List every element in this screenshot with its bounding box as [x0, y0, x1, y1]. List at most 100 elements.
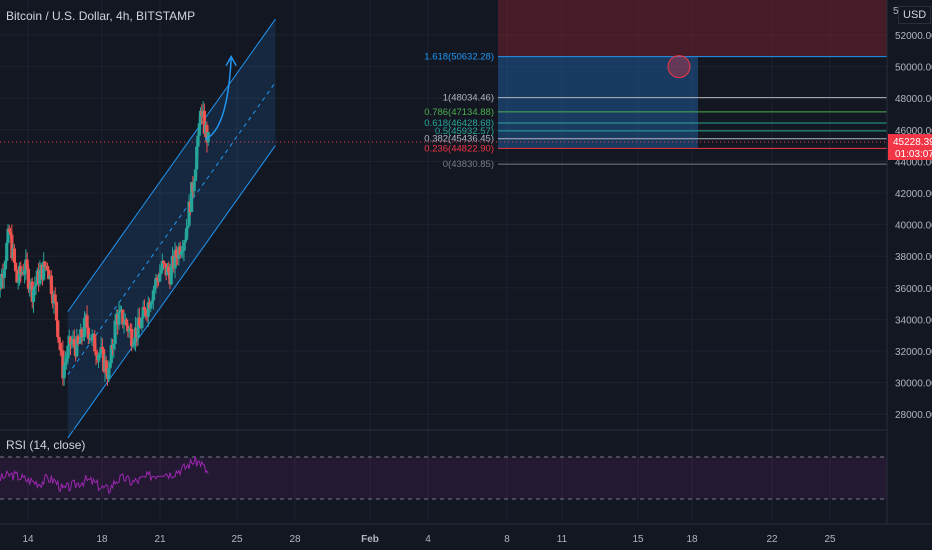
candle-body — [6, 228, 10, 243]
candle-body — [77, 343, 82, 345]
candle-body — [107, 368, 111, 380]
candle-body — [3, 260, 8, 270]
candle-body — [14, 262, 18, 270]
regression-channel — [67, 18, 276, 439]
candle-body — [140, 317, 144, 329]
candle — [31, 288, 36, 313]
candle-body — [42, 261, 46, 280]
target-circle — [667, 55, 691, 79]
candle — [192, 178, 196, 197]
annotations — [204, 55, 691, 140]
candle-body — [8, 231, 13, 235]
candle — [90, 329, 94, 347]
candle — [151, 286, 155, 310]
candle-body — [75, 336, 79, 357]
candle-body — [80, 329, 84, 338]
candle-body — [70, 342, 74, 345]
candle-body — [130, 329, 134, 347]
candle-body — [149, 303, 153, 309]
countdown-value: 01:03:07 — [895, 149, 932, 160]
candle-body — [31, 289, 36, 302]
candle-body — [38, 270, 42, 285]
time-tick: 4 — [425, 534, 431, 545]
candle-body — [94, 351, 98, 356]
candle-body — [98, 353, 102, 355]
candle-body — [66, 345, 70, 359]
candle-body — [62, 365, 66, 379]
rsi-line — [0, 456, 209, 495]
candle-body — [146, 302, 150, 317]
fib-level-label: 1.618(50632.28) — [424, 52, 494, 63]
candle-body — [154, 277, 158, 286]
candle-body — [117, 311, 121, 325]
projection-arrow — [204, 58, 232, 140]
channel-upper — [67, 18, 276, 312]
fib-level-label: 0.618(46428.68) — [424, 118, 494, 129]
candle-body — [54, 301, 59, 321]
candle-body — [109, 345, 113, 364]
candle-body — [15, 269, 19, 283]
candle — [96, 352, 101, 368]
candle-body — [26, 268, 31, 289]
time-tick: 25 — [231, 534, 243, 545]
candle-body — [128, 328, 133, 330]
candle-body — [12, 248, 16, 263]
candle-body — [81, 336, 85, 338]
candle — [93, 329, 97, 352]
time-tick: 25 — [824, 534, 836, 545]
candle-body — [86, 327, 90, 339]
candle-body — [0, 273, 4, 288]
candle-body — [104, 360, 108, 374]
price-axis: 28000.00 30000.00 32000.00 34000.00 36000.00… — [886, 0, 932, 550]
candle — [142, 299, 147, 310]
candle-body — [56, 320, 60, 338]
candle — [5, 239, 9, 263]
candle-body — [131, 344, 135, 347]
candle-body — [90, 334, 94, 341]
candle-body — [179, 251, 184, 255]
candle-body — [23, 270, 27, 275]
currency-button[interactable]: USD — [898, 6, 932, 24]
candle-body — [167, 266, 171, 273]
candle — [178, 241, 182, 259]
candle-body — [28, 288, 32, 290]
candle-body — [190, 182, 194, 213]
candle-body — [85, 315, 89, 328]
symbol-title: Bitcoin / U.S. Dollar, 4h, BITSTAMP — [6, 9, 196, 23]
fib-level-label: 0.382(45436.45) — [424, 134, 494, 145]
candle-body — [33, 286, 37, 290]
candlestick-series — [0, 100, 210, 386]
candle — [117, 301, 121, 330]
time-tick: 21 — [154, 534, 166, 545]
candle-body — [151, 290, 155, 301]
candle — [6, 223, 10, 246]
candle-body — [25, 259, 29, 269]
candle — [68, 335, 73, 356]
price-tick-partial: 5 — [893, 6, 899, 17]
candle-body — [153, 285, 157, 291]
price-tick: 30000.00 — [895, 379, 932, 390]
candle — [182, 239, 186, 262]
candle-body — [16, 280, 20, 283]
candle-body — [181, 250, 185, 252]
candle-body — [68, 336, 73, 345]
candle-body — [47, 270, 51, 280]
candle — [141, 300, 145, 320]
candle-body — [196, 135, 200, 147]
candle-body — [132, 341, 136, 345]
candle-body — [7, 228, 11, 232]
candle — [130, 323, 134, 352]
candle-body — [184, 228, 189, 240]
candle-body — [144, 309, 148, 316]
candle-body — [34, 282, 38, 287]
rsi-band — [0, 457, 887, 499]
price-tick: 28000.00 — [895, 410, 932, 421]
candle — [155, 275, 159, 289]
candle-body — [159, 270, 163, 274]
fibonacci-retracement: 1.618(50632.28) 1(48034.46) 0.786(47134.88… — [0, 52, 887, 170]
candle-body — [99, 347, 103, 354]
time-tick: Feb — [361, 534, 379, 545]
candle-body — [155, 277, 159, 280]
price-axis-bg — [887, 0, 932, 550]
rsi-label: RSI (14, close) — [6, 438, 86, 452]
